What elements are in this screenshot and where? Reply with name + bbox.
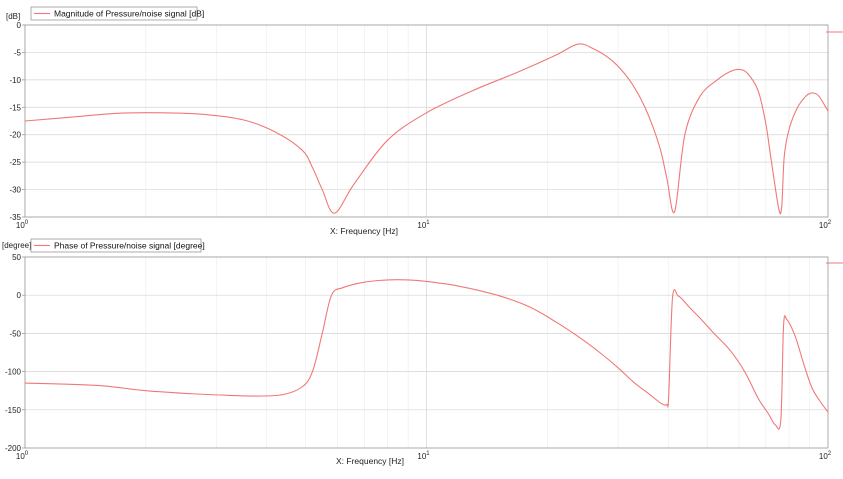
phase-grid xyxy=(24,256,828,449)
magnitude-x-axis-label: X: Frequency [Hz] xyxy=(330,226,398,236)
phase-plot-frame xyxy=(24,256,829,449)
magnitude-x-ticks: 100 101 102 xyxy=(16,220,832,230)
magnitude-x-tick-label: 100 xyxy=(16,220,29,230)
phase-legend[interactable]: Phase of Pressure/noise signal [degree] xyxy=(30,238,205,253)
phase-x-axis-label: X: Frequency [Hz] xyxy=(336,456,404,466)
magnitude-y-tick-label: 0 xyxy=(17,21,22,30)
phase-y-tick-label: 50 xyxy=(12,253,21,262)
phase-y-tick-label: -50 xyxy=(9,329,21,338)
phase-panel[interactable]: 50 0 -50 -100 -150 -200 100 101 102 [degree] Ph… xyxy=(2,238,843,466)
magnitude-y-tick-label: -15 xyxy=(9,103,21,112)
phase-x-tick-label: 100 xyxy=(16,451,29,461)
phase-y-unit-label: [degree] xyxy=(2,241,31,250)
magnitude-legend-label: Magnitude of Pressure/noise signal [dB] xyxy=(54,9,204,19)
phase-x-ticks: 100 101 102 xyxy=(16,451,832,461)
magnitude-x-tick-label: 102 xyxy=(819,220,832,230)
magnitude-series-line xyxy=(24,43,829,215)
magnitude-y-unit-label: [dB] xyxy=(6,12,20,21)
phase-y-tick-label: -150 xyxy=(5,406,22,415)
magnitude-legend[interactable]: Magnitude of Pressure/noise signal [dB] xyxy=(30,6,204,21)
phase-y-tick-label: 0 xyxy=(17,291,22,300)
magnitude-legend-box xyxy=(30,6,198,21)
phase-legend-box xyxy=(30,238,202,253)
phase-x-tick-label: 101 xyxy=(417,451,430,461)
magnitude-y-tick-label: -5 xyxy=(14,48,22,57)
magnitude-y-tick-label: -25 xyxy=(9,158,21,167)
magnitude-panel[interactable]: 0 -5 -10 -15 -20 -25 -30 -35 100 101 102 [dB] Mag… xyxy=(6,6,843,236)
magnitude-y-tick-label: -20 xyxy=(9,131,21,140)
magnitude-y-tick-label: -35 xyxy=(9,213,21,222)
phase-y-tick-label: -100 xyxy=(5,368,22,377)
magnitude-y-tick-label: -10 xyxy=(9,76,21,85)
phase-y-tick-label: -200 xyxy=(5,444,22,453)
phase-y-ticks: 50 0 -50 -100 -150 -200 xyxy=(5,253,25,453)
magnitude-grid xyxy=(24,24,828,218)
phase-legend-label: Phase of Pressure/noise signal [degree] xyxy=(54,241,205,251)
magnitude-y-tick-label: -30 xyxy=(9,186,21,195)
magnitude-x-tick-label: 101 xyxy=(417,220,430,230)
phase-series-line xyxy=(24,279,829,430)
magnitude-y-ticks: 0 -5 -10 -15 -20 -25 -30 -35 xyxy=(9,21,25,222)
phase-x-tick-label: 102 xyxy=(819,451,832,461)
